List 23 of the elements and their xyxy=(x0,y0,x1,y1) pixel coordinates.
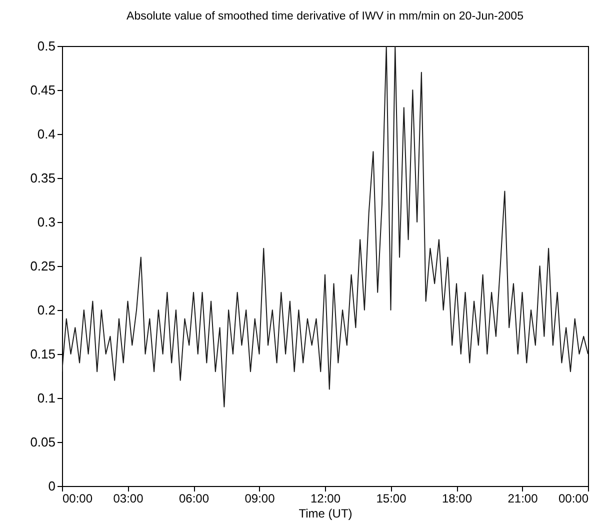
y-tick-label: 0.05 xyxy=(30,434,56,450)
y-tick-label: 0.4 xyxy=(37,126,56,142)
x-tick-label: 03:00 xyxy=(113,492,144,506)
y-tick-label: 0.15 xyxy=(30,346,56,362)
x-axis-title: Time (UT) xyxy=(298,506,352,520)
x-tick-label: 15:00 xyxy=(376,492,407,506)
x-tick-label: 00:00 xyxy=(558,492,589,506)
x-tick-label: 00:00 xyxy=(62,492,93,506)
y-tick-label: 0.25 xyxy=(30,258,56,274)
y-tick-label: 0 xyxy=(48,478,56,494)
x-tick-label: 06:00 xyxy=(178,492,210,506)
x-tick-label: 12:00 xyxy=(310,492,341,506)
y-tick-label: 0.2 xyxy=(37,302,56,318)
x-tick-label: 09:00 xyxy=(244,492,276,506)
y-tick-label: 0.3 xyxy=(37,214,56,230)
line-series xyxy=(62,46,588,408)
x-tick-label: 21:00 xyxy=(508,492,538,506)
y-tick-label: 0.45 xyxy=(30,82,56,98)
y-tick-label: 0.35 xyxy=(30,170,56,186)
y-tick-label: 0.1 xyxy=(37,390,56,406)
chart-title: Absolute value of smoothed time derivative of IWV in mm/min on 20-Jun-2005 xyxy=(126,10,524,22)
x-tick-label: 18:00 xyxy=(442,492,472,506)
y-tick-label: 0.5 xyxy=(37,38,56,54)
